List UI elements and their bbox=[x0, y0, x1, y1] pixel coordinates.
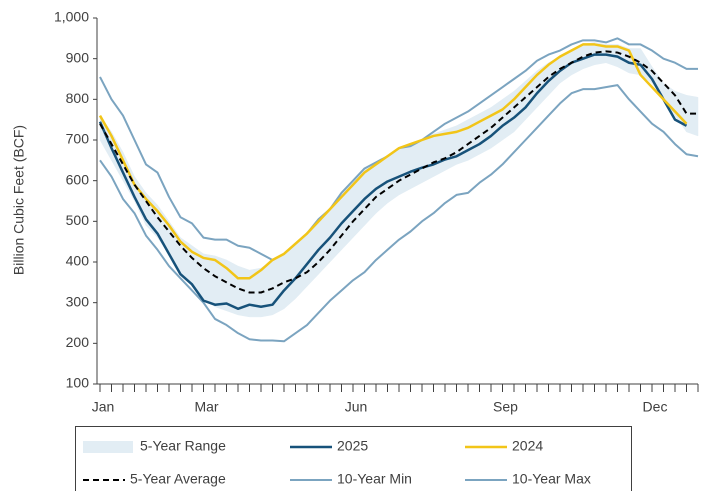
legend-swatch bbox=[83, 441, 133, 453]
x-tick-label: Sep bbox=[493, 399, 518, 415]
series-line bbox=[98, 43, 688, 280]
y-tick-label: 100 bbox=[66, 375, 90, 391]
series-line bbox=[98, 53, 688, 311]
y-tick-label: 900 bbox=[66, 49, 90, 65]
range-band bbox=[502, 90, 515, 141]
y-tick-label: 800 bbox=[66, 90, 90, 106]
legend-label: 5-Year Average bbox=[130, 471, 226, 487]
y-tick-label: 400 bbox=[66, 253, 90, 269]
y-tick-label: 700 bbox=[66, 131, 90, 147]
legend-label: 10-Year Max bbox=[512, 471, 591, 487]
range-band bbox=[410, 139, 423, 190]
range-band bbox=[490, 98, 503, 149]
legend-label: 10-Year Min bbox=[337, 471, 412, 487]
y-axis-label: Billion Cubic Feet (BCF) bbox=[11, 125, 27, 275]
range-band bbox=[686, 94, 699, 137]
x-tick-label: Dec bbox=[643, 399, 668, 415]
series-line bbox=[99, 84, 699, 343]
x-tick-label: Jun bbox=[345, 399, 368, 415]
y-tick-label: 300 bbox=[66, 293, 90, 309]
y-tick-label: 1,000 bbox=[54, 9, 89, 25]
series-line bbox=[99, 50, 698, 294]
legend-label: 2024 bbox=[512, 438, 543, 454]
legend-label: 2025 bbox=[337, 438, 368, 454]
range-band bbox=[456, 119, 469, 165]
legend-box bbox=[75, 426, 632, 491]
y-tick-label: 200 bbox=[66, 334, 90, 350]
y-tick-label: 600 bbox=[66, 171, 90, 187]
range-band bbox=[203, 253, 216, 308]
legend-label: 5-Year Range bbox=[140, 438, 226, 454]
x-tick-label: Jan bbox=[92, 399, 115, 415]
range-band bbox=[421, 133, 434, 184]
y-tick-label: 500 bbox=[66, 212, 90, 228]
range-band bbox=[398, 145, 411, 196]
x-tick-label: Mar bbox=[194, 399, 218, 415]
